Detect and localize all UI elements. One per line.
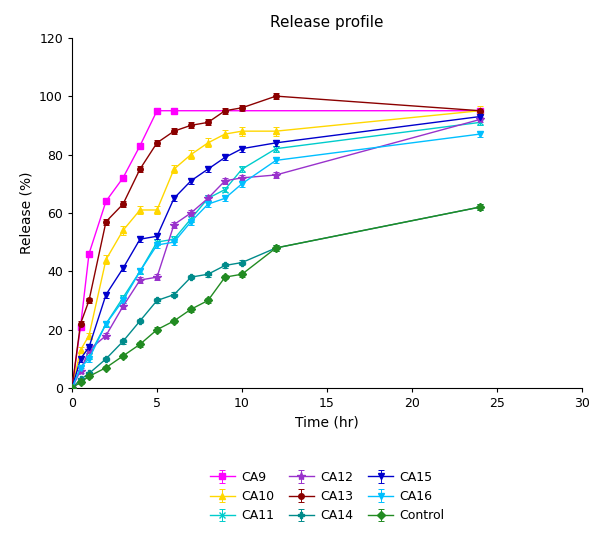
Legend: CA9, CA10, CA11, CA12, CA13, CA14, CA15, CA16, Control: CA9, CA10, CA11, CA12, CA13, CA14, CA15,…: [203, 465, 451, 528]
Title: Release profile: Release profile: [270, 15, 384, 30]
X-axis label: Time (hr): Time (hr): [295, 416, 359, 430]
Y-axis label: Release (%): Release (%): [20, 171, 34, 254]
